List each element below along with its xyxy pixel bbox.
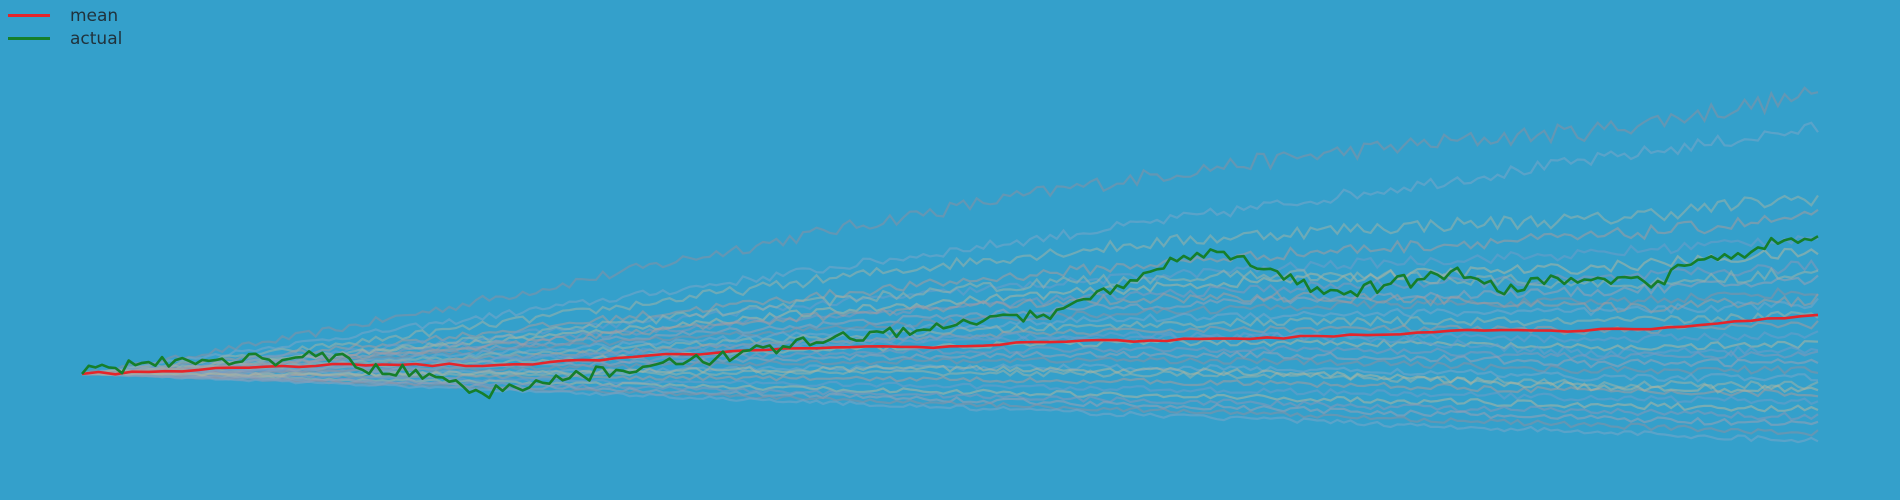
legend-swatch-mean xyxy=(8,14,50,17)
simulation-paths xyxy=(81,86,1819,444)
simulation-line xyxy=(81,372,1819,406)
simulation-line xyxy=(81,194,1819,375)
legend-label-actual: actual xyxy=(70,28,123,49)
simulation-line xyxy=(81,121,1819,376)
simulation-line xyxy=(82,372,1819,444)
simulation-line xyxy=(82,330,1819,376)
simulation-line xyxy=(81,372,1819,421)
legend-item-actual: actual xyxy=(8,27,122,50)
legend: mean actual xyxy=(8,4,122,50)
simulation-line xyxy=(81,287,1819,376)
simulation-line xyxy=(81,208,1819,375)
simulation-line xyxy=(81,86,1819,376)
legend-item-mean: mean xyxy=(8,4,122,27)
simulation-line xyxy=(82,290,1819,376)
simulation-line xyxy=(81,372,1819,398)
legend-label-mean: mean xyxy=(70,5,119,26)
main-series xyxy=(80,235,1819,400)
actual-line xyxy=(80,235,1819,400)
simulation-line xyxy=(81,364,1819,394)
legend-swatch-actual xyxy=(8,37,50,40)
mean-line xyxy=(81,313,1819,376)
